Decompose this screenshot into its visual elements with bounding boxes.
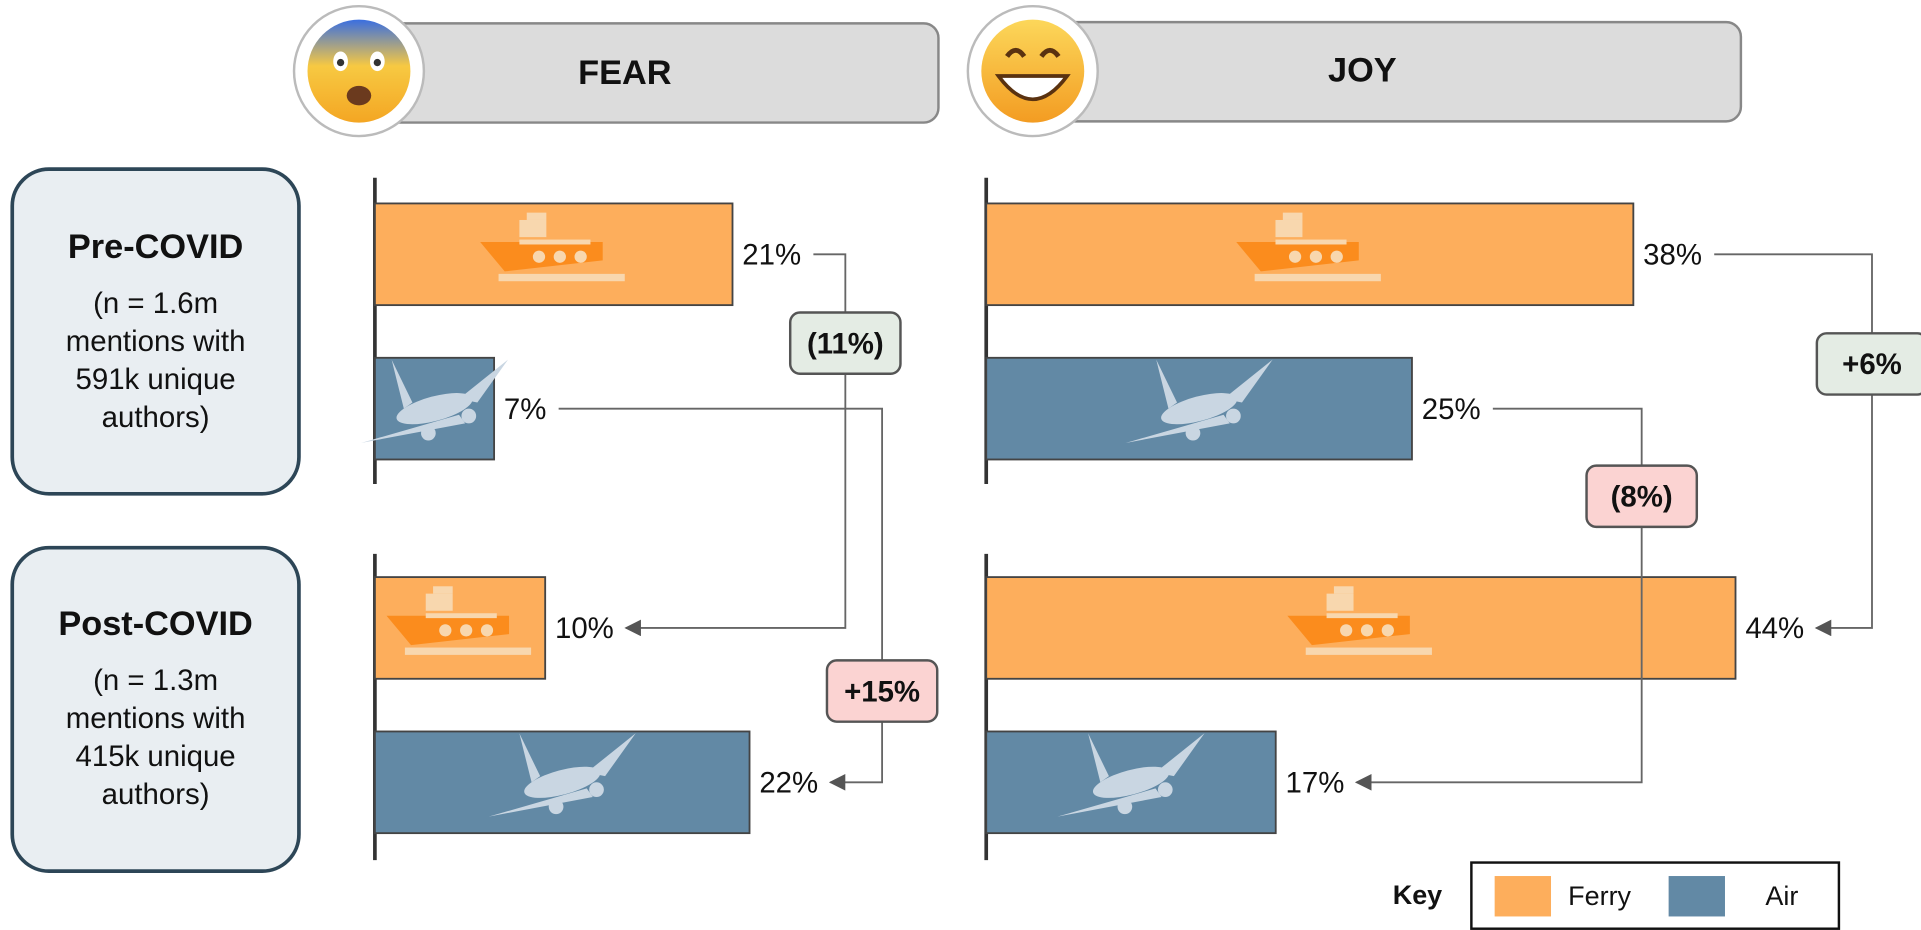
row-title: Pre-COVID [68, 228, 243, 266]
value-label: 10% [555, 612, 614, 645]
row-note: 415k unique [76, 740, 236, 773]
connector [1714, 254, 1872, 628]
connector [626, 254, 845, 628]
row-note: authors) [102, 401, 210, 434]
panel-title: JOY [1328, 51, 1397, 89]
value-label: 21% [742, 238, 801, 271]
value-label: 17% [1286, 767, 1345, 800]
row-note: mentions with [66, 325, 246, 358]
change-label: (8%) [1611, 480, 1673, 513]
row-note: authors) [102, 778, 210, 811]
row-note: 591k unique [76, 363, 236, 396]
panel-title: FEAR [578, 54, 672, 92]
legend-swatch [1669, 876, 1725, 916]
legend-swatch [1495, 876, 1551, 916]
row-note: (n = 1.6m [93, 287, 218, 320]
legend-label: Ferry [1568, 881, 1631, 911]
row-title: Post-COVID [58, 605, 252, 643]
legend-label: Air [1765, 881, 1798, 911]
value-label: 25% [1422, 393, 1481, 426]
chart: FEAR JOY Key Pre-COVID (n = 1.6m mentions … [0, 0, 1921, 930]
change-label: (11%) [807, 327, 884, 360]
row-note: (n = 1.3m [93, 664, 218, 697]
change-label: +6% [1842, 348, 1902, 381]
connector [559, 409, 882, 783]
value-label: 44% [1745, 612, 1804, 645]
row-note: mentions with [66, 702, 246, 735]
value-label: 38% [1643, 238, 1702, 271]
value-label: 7% [504, 393, 546, 426]
value-label: 22% [759, 767, 818, 800]
legend-title: Key [1393, 880, 1442, 910]
change-label: +15% [844, 675, 920, 708]
